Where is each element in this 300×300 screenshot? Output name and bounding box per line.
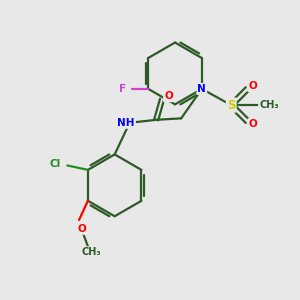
Text: N: N xyxy=(197,84,206,94)
Text: NH: NH xyxy=(117,118,135,128)
Text: O: O xyxy=(248,119,257,129)
Text: O: O xyxy=(164,91,173,101)
Text: O: O xyxy=(248,81,257,91)
Text: F: F xyxy=(119,84,126,94)
Text: S: S xyxy=(227,99,236,112)
Text: Cl: Cl xyxy=(50,159,61,169)
Text: O: O xyxy=(77,224,86,234)
Text: CH₃: CH₃ xyxy=(82,247,101,257)
Text: CH₃: CH₃ xyxy=(259,100,279,110)
